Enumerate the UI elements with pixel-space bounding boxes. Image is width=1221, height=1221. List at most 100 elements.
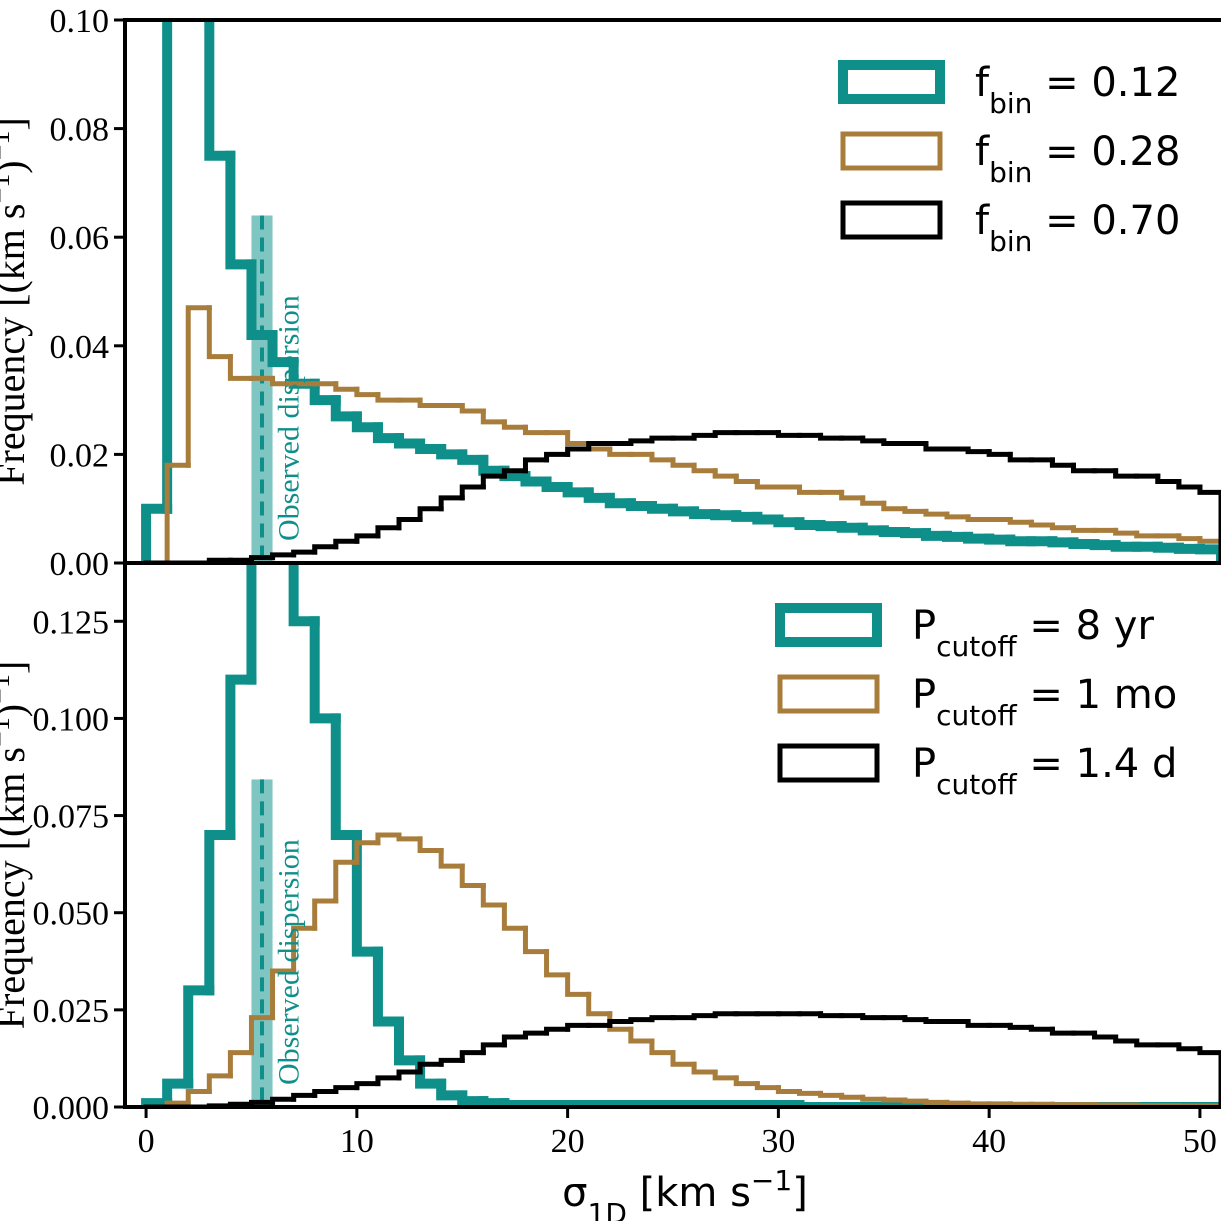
x-tick-label: 50	[1183, 1123, 1217, 1160]
hist-step	[480, 883, 507, 908]
hist-step	[1047, 536, 1079, 548]
legend-label: Pcutoff = 1.4 d	[912, 741, 1177, 801]
hist-step	[162, 20, 173, 514]
text-segment: Frequency [(km s	[0, 747, 33, 1029]
hist-step	[754, 479, 781, 490]
hist-step	[1049, 1026, 1076, 1036]
hist-step	[541, 476, 573, 492]
hist-step	[565, 446, 592, 457]
hist-step	[522, 457, 550, 474]
hist-step	[607, 446, 634, 457]
hist-step	[396, 1069, 423, 1081]
hist-step	[796, 1088, 824, 1096]
hist-step	[164, 462, 191, 563]
hist-step	[457, 449, 489, 465]
hist-step	[417, 506, 444, 523]
hist-step	[248, 555, 276, 563]
hist-step	[775, 1085, 802, 1094]
x-tick-label: 40	[972, 1123, 1006, 1160]
hist-step	[902, 506, 929, 514]
hist-step	[607, 1011, 634, 1032]
hist-step	[565, 1022, 592, 1032]
y-tick-label: 0.075	[33, 799, 110, 836]
hist-step	[480, 408, 507, 425]
hist-step	[248, 1099, 276, 1107]
text-segment: ]	[792, 1170, 808, 1216]
legend-label: fbin = 0.70	[975, 198, 1180, 258]
hist-step	[649, 1038, 676, 1056]
hist-step	[754, 1081, 781, 1091]
hist-step	[291, 1092, 318, 1102]
hist-step	[1007, 1022, 1034, 1030]
hist-step	[733, 1075, 760, 1087]
hist-step	[354, 386, 381, 398]
hist-step	[944, 1099, 971, 1106]
hist-step	[544, 451, 571, 463]
hist-step	[1176, 1042, 1203, 1052]
axes-frame	[123, 561, 1221, 1109]
hist-step	[1113, 1034, 1140, 1044]
hist-step	[246, 259, 278, 340]
superscript: −1	[751, 1164, 792, 1197]
hist-step	[459, 403, 486, 414]
hist-step	[459, 484, 486, 501]
hist-step	[691, 1013, 718, 1021]
hist-step	[544, 1026, 571, 1036]
hist-step	[583, 487, 615, 503]
subscript: cutoff	[936, 699, 1017, 732]
y-tick-label: 0.10	[50, 3, 110, 40]
hist-step	[1113, 527, 1140, 536]
hist-step	[372, 946, 404, 1027]
hist-step	[899, 527, 931, 539]
hist-step	[944, 511, 971, 520]
hist-step	[267, 329, 299, 368]
hist-step	[480, 1042, 507, 1056]
hist-step	[878, 525, 910, 538]
hist-step	[354, 1081, 381, 1091]
hist-step	[227, 354, 254, 381]
x-tick-label: 10	[340, 1123, 374, 1160]
y-axis-label: Frequency [(km s−1)−1]	[0, 117, 33, 485]
hist-step	[796, 484, 824, 495]
hist-step	[354, 840, 381, 865]
hist-step	[522, 424, 550, 436]
hist-step	[501, 1034, 528, 1048]
legend-label: fbin = 0.28	[975, 129, 1180, 189]
hist-step	[394, 433, 426, 449]
text-segment: Frequency [(km s	[0, 204, 33, 486]
hist-step	[480, 473, 507, 490]
hist-step	[330, 395, 362, 422]
hist-step	[459, 863, 486, 889]
hist-step	[628, 1026, 655, 1044]
hist-step	[839, 1092, 866, 1100]
legend-label: Pcutoff = 8 yr	[912, 603, 1154, 663]
hist-step	[965, 1100, 992, 1107]
y-tick-label: 0.04	[50, 329, 110, 366]
y-tick-label: 0.050	[33, 896, 110, 933]
hist-step	[1197, 1046, 1221, 1107]
hist-step	[204, 20, 236, 161]
hist-step	[270, 1096, 297, 1105]
plot-area	[141, 563, 1221, 1107]
hist-step	[628, 438, 655, 447]
hist-step	[607, 1019, 634, 1028]
hist-step	[501, 419, 528, 430]
annotation: Observed dispersion	[273, 295, 306, 541]
hist-step	[478, 454, 510, 476]
hist-step	[522, 925, 550, 955]
hist-step	[818, 1090, 845, 1098]
hist-step	[438, 495, 465, 512]
subscript: bin	[989, 225, 1032, 258]
hist-step	[712, 468, 739, 479]
hist-step	[1155, 473, 1182, 485]
hist-step	[710, 509, 742, 521]
hist-step	[1194, 543, 1221, 563]
legend-swatch	[777, 674, 880, 714]
hist-step	[520, 471, 552, 487]
hist-step	[375, 1075, 402, 1087]
y-tick-label: 0.06	[50, 220, 110, 257]
hist-step	[860, 495, 887, 506]
text-segment: P	[912, 672, 936, 718]
x-axis-label: σ1D [km s−1]	[562, 1164, 808, 1221]
